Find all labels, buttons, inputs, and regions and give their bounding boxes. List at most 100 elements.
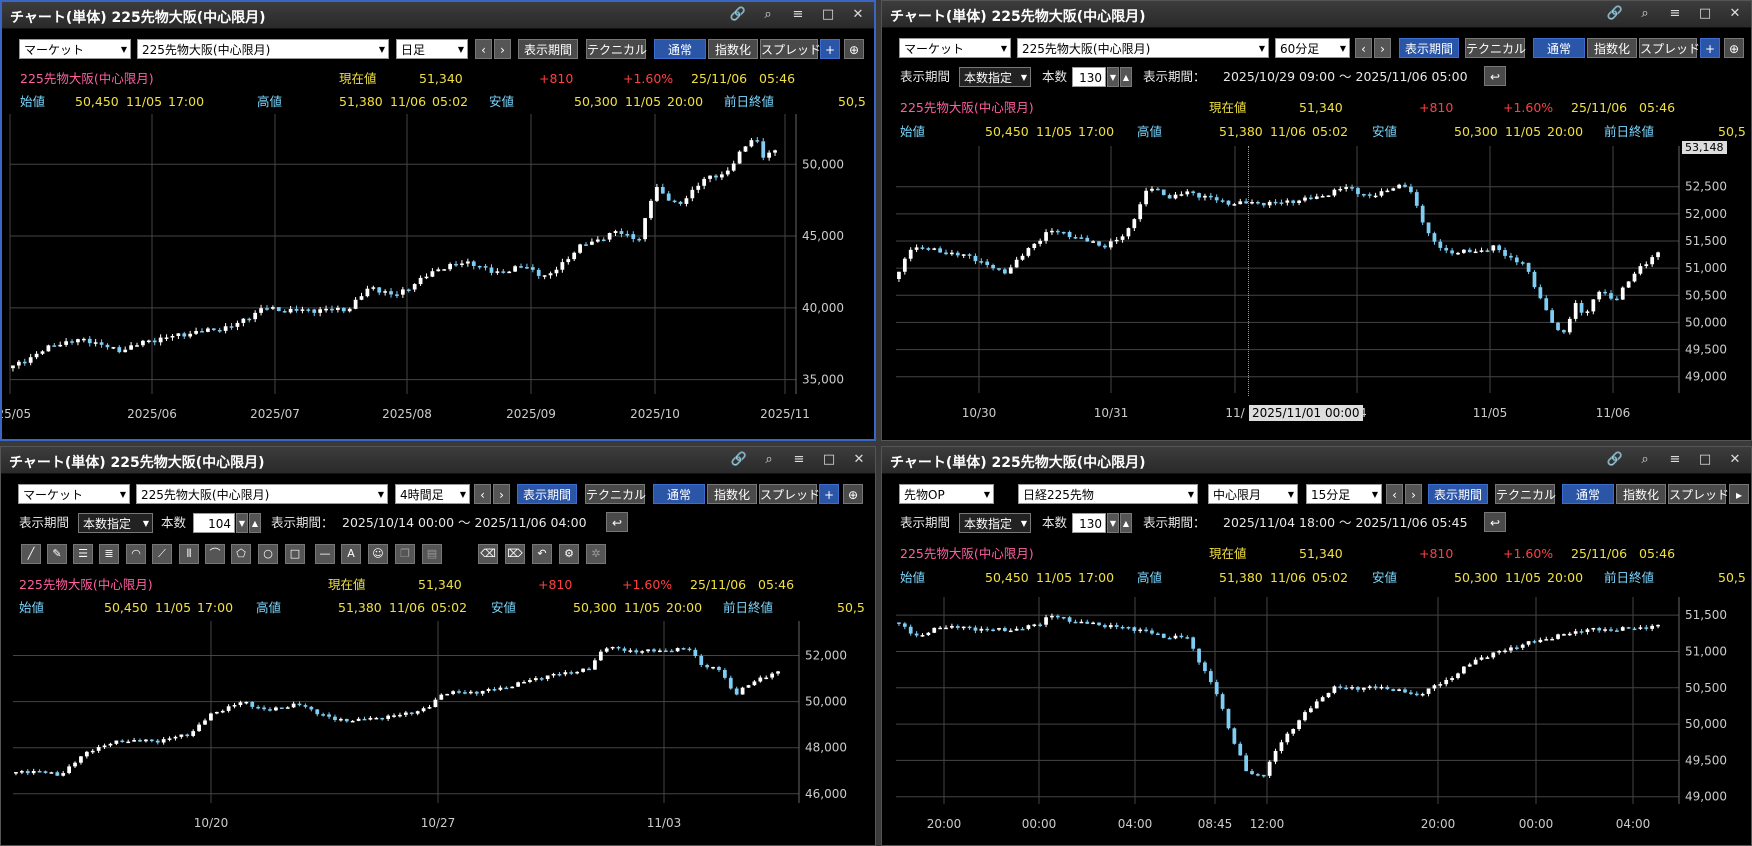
add-button[interactable]: + [819, 484, 839, 504]
circle-tool-icon[interactable]: ○ [258, 544, 278, 564]
maximize-icon[interactable]: □ [1698, 6, 1712, 21]
zoom-button[interactable]: ⊕ [844, 39, 864, 59]
count-input[interactable]: 130 [1072, 67, 1106, 87]
period-mode-select[interactable]: 本数指定 [959, 67, 1031, 87]
undo-tool-icon[interactable]: ↶ [532, 544, 552, 564]
rectangle-tool-icon[interactable]: □ [285, 544, 305, 564]
add-button[interactable]: + [1700, 38, 1720, 58]
paste-tool-icon[interactable]: ▤ [422, 544, 442, 564]
fib-tool-icon[interactable]: ≣ [99, 544, 119, 564]
prev-button[interactable]: ‹ [474, 484, 491, 504]
pentagon-tool-icon[interactable]: ⬠ [231, 544, 251, 564]
line-tool-icon[interactable]: ╱ [21, 544, 41, 564]
refresh-button[interactable]: ↩ [1484, 512, 1506, 532]
menu-icon[interactable]: ≡ [793, 452, 805, 467]
eraser-all-tool-icon[interactable]: ⌦ [505, 544, 525, 564]
instrument-select[interactable]: 225先物大阪(中心限月) [136, 484, 388, 504]
link-icon[interactable]: 🔗 [1606, 6, 1624, 21]
market-select[interactable]: マーケット [18, 484, 130, 504]
interval-select[interactable]: 15分足 [1306, 484, 1382, 504]
count-input[interactable]: 104 [193, 513, 235, 533]
index-button[interactable]: 指数化 [708, 39, 758, 59]
market-select[interactable]: マーケット [899, 38, 1011, 58]
technical-button[interactable]: テクニカル [1465, 38, 1526, 58]
count-up-button[interactable]: ▲ [1120, 67, 1132, 87]
pencil-tool-icon[interactable]: ✎ [47, 544, 67, 564]
zoom-button[interactable]: ⊕ [843, 484, 863, 504]
bars-tool-icon[interactable]: ⦀ [179, 544, 199, 564]
fan-tool-icon[interactable]: ⟋ [152, 544, 172, 564]
count-input[interactable]: 130 [1072, 513, 1106, 533]
technical-button[interactable]: テクニカル [586, 39, 647, 59]
interval-select[interactable]: 日足 [396, 39, 468, 59]
arc-tool-icon[interactable]: ◠ [126, 544, 146, 564]
period-button[interactable]: 表示期間 [1428, 484, 1488, 504]
count-up-button[interactable]: ▲ [249, 513, 261, 533]
prev-button[interactable]: ‹ [1355, 38, 1372, 58]
period-button[interactable]: 表示期間 [518, 39, 578, 59]
instrument-select[interactable]: 225先物大阪(中心限月) [137, 39, 389, 59]
period-mode-select[interactable]: 本数指定 [959, 513, 1031, 533]
normal-button[interactable]: 通常 [1562, 484, 1614, 504]
index-button[interactable]: 指数化 [707, 484, 757, 504]
menu-icon[interactable]: ≡ [1669, 6, 1681, 21]
prev-button[interactable]: ‹ [475, 39, 492, 59]
close-icon[interactable]: ✕ [853, 452, 865, 467]
hline-tool-icon[interactable]: — [315, 544, 335, 564]
spread-button[interactable]: スプレッド [759, 484, 820, 504]
four-hour-chart[interactable]: 46,000 48,000 50,000 52,000 10/20 10/27 11/03 [1, 447, 875, 845]
stamp-tool-icon[interactable]: ☺ [368, 544, 388, 564]
gear-icon[interactable]: ✲ [586, 544, 606, 564]
maximize-icon[interactable]: □ [822, 452, 836, 467]
copy-tool-icon[interactable]: ❐ [395, 544, 415, 564]
next-button[interactable]: › [1405, 484, 1422, 504]
refresh-button[interactable]: ↩ [1484, 66, 1506, 86]
fifteen-minute-chart[interactable]: 49,000 49,500 50,000 50,500 51,000 51,500 20:0… [882, 447, 1751, 845]
prev-button[interactable]: ‹ [1386, 484, 1403, 504]
daily-chart[interactable]: 35,000 40,000 45,000 50,000 025/05 2025/06 202… [2, 2, 874, 439]
count-down-button[interactable]: ▼ [1107, 513, 1119, 533]
normal-button[interactable]: 通常 [1533, 38, 1585, 58]
add-button[interactable]: + [820, 39, 840, 59]
count-up-button[interactable]: ▲ [1120, 513, 1132, 533]
close-icon[interactable]: ✕ [1729, 452, 1741, 467]
more-button[interactable]: ▸ [1729, 484, 1749, 504]
contract-select[interactable]: 中心限月 [1208, 484, 1298, 504]
next-button[interactable]: › [493, 484, 510, 504]
spread-button[interactable]: スプレッド [1639, 38, 1700, 58]
search-icon[interactable]: ⌕ [1641, 452, 1649, 467]
close-icon[interactable]: ✕ [1729, 6, 1741, 21]
next-button[interactable]: › [1374, 38, 1391, 58]
normal-button[interactable]: 通常 [654, 39, 706, 59]
link-icon[interactable]: 🔗 [730, 452, 748, 467]
refresh-button[interactable]: ↩ [606, 512, 628, 532]
spread-button[interactable]: スプレッド [1668, 484, 1729, 504]
period-button[interactable]: 表示期間 [1399, 38, 1459, 58]
eraser-tool-icon[interactable]: ⌫ [478, 544, 498, 564]
interval-select[interactable]: 4時間足 [395, 484, 470, 504]
next-button[interactable]: › [494, 39, 511, 59]
index-button[interactable]: 指数化 [1616, 484, 1666, 504]
technical-button[interactable]: テクニカル [585, 484, 646, 504]
market-select[interactable]: マーケット [19, 39, 131, 59]
instrument-select[interactable]: 日経225先物 [1018, 484, 1198, 504]
search-icon[interactable]: ⌕ [765, 452, 773, 467]
search-icon[interactable]: ⌕ [764, 7, 772, 22]
close-icon[interactable]: ✕ [852, 7, 864, 22]
period-mode-select[interactable]: 本数指定 [78, 513, 153, 533]
technical-button[interactable]: テクニカル [1495, 484, 1556, 504]
maximize-icon[interactable]: □ [821, 7, 835, 22]
instrument-select[interactable]: 225先物大阪(中心限月) [1017, 38, 1269, 58]
normal-button[interactable]: 通常 [653, 484, 705, 504]
maximize-icon[interactable]: □ [1698, 452, 1712, 467]
spread-button[interactable]: スプレッド [760, 39, 821, 59]
parallel-tool-icon[interactable]: ☰ [73, 544, 93, 564]
count-down-button[interactable]: ▼ [1107, 67, 1119, 87]
link-icon[interactable]: 🔗 [729, 7, 747, 22]
menu-icon[interactable]: ≡ [1669, 452, 1681, 467]
link-icon[interactable]: 🔗 [1606, 452, 1624, 467]
settings-tool-icon[interactable]: ⚙ [559, 544, 579, 564]
interval-select[interactable]: 60分足 [1275, 38, 1350, 58]
count-down-button[interactable]: ▼ [236, 513, 248, 533]
sixty-minute-chart[interactable]: 49,000 49,500 50,000 50,500 51,000 51,500 52,0… [882, 1, 1751, 440]
